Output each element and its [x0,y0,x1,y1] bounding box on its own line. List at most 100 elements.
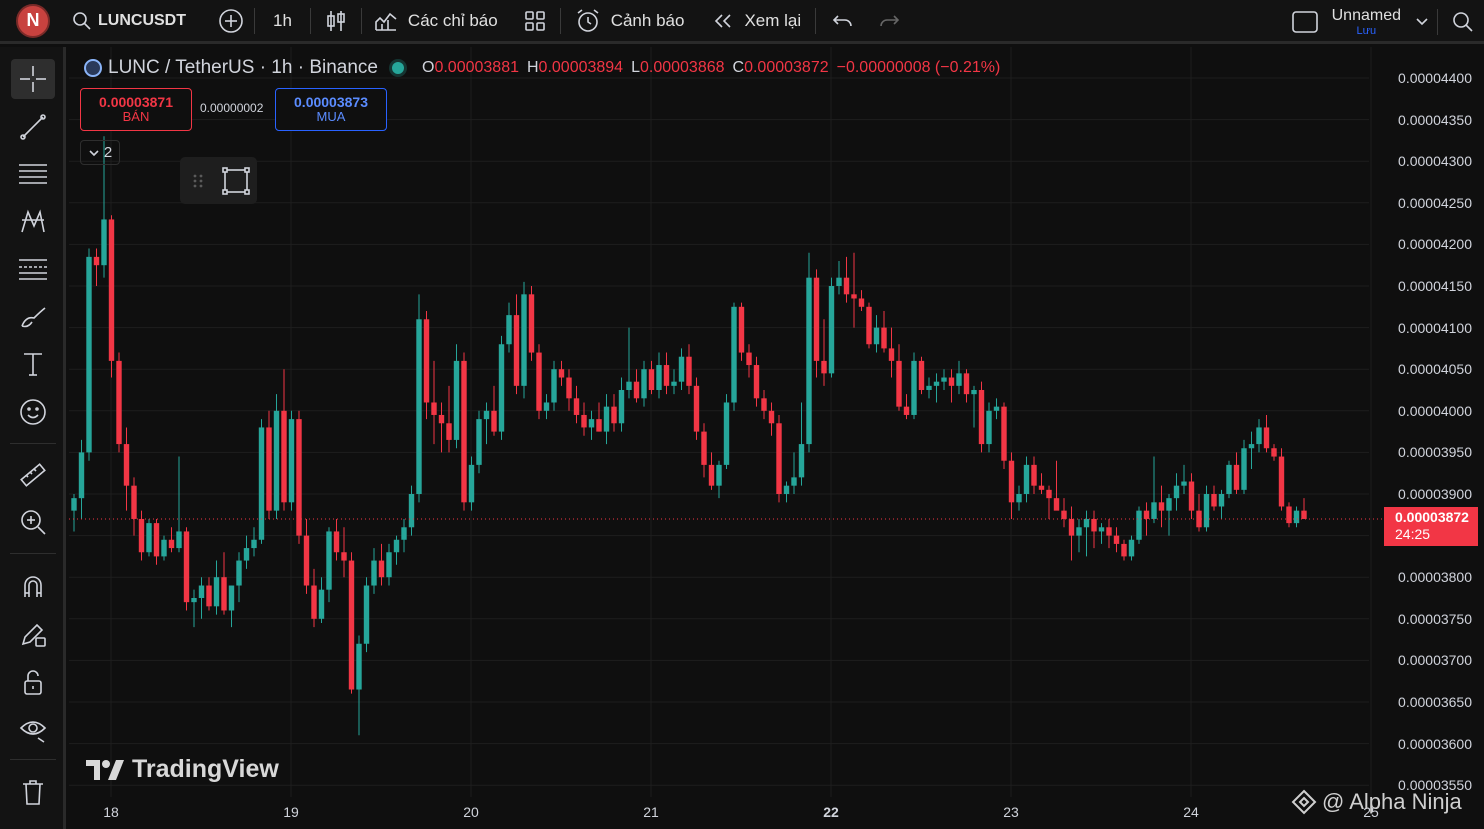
candle-body [393,539,400,553]
indicators-collapse-button[interactable]: 2 [80,140,120,165]
candle-body [543,402,550,411]
delete-drawings-tool[interactable] [11,772,55,812]
candle [588,410,595,440]
candle-body [273,410,280,511]
candle-body [948,377,955,386]
candle-body [1233,464,1240,490]
candle-body [611,406,617,424]
horizontal-lines-tool[interactable] [11,154,55,194]
magnet-tool[interactable] [11,566,55,606]
chart-type-button[interactable] [311,0,361,43]
candle [918,356,925,395]
parallel-lines-icon [19,164,47,184]
candle [446,385,452,453]
candle-body [731,306,737,403]
candle-body [986,410,992,445]
candle [888,327,895,378]
candle [1293,506,1300,528]
candle [146,518,152,557]
candle-body [363,585,370,644]
compare-button[interactable] [208,0,254,43]
pattern-icon [21,209,45,233]
candle-body [783,485,790,494]
interval-button[interactable]: 1h [255,0,310,43]
measure-tool[interactable] [11,455,55,495]
candle [558,360,565,386]
candle-body [641,369,647,399]
candle-body [633,381,640,399]
chart-pane[interactable] [69,47,1484,829]
candle [746,344,752,378]
candle [468,456,475,511]
candle [191,589,197,628]
stay-in-drawing-mode-tool[interactable] [11,614,55,654]
layout-toggle-button[interactable] [1288,0,1322,44]
drag-handle-icon[interactable] [188,171,208,191]
layout-name-button[interactable]: Unnamed Lưu [1332,7,1401,37]
hide-drawings-tool[interactable] [11,709,55,749]
chart-legend: LUNC / TetherUS · 1h · Binance O 0.000038… [84,57,1000,79]
candle [1076,518,1082,553]
toolbar-divider [10,443,56,444]
candle [701,423,707,478]
candle [963,369,970,403]
candle-body [686,356,692,386]
fibonacci-tool[interactable] [11,249,55,289]
pattern-tool[interactable] [11,201,55,241]
candle [686,344,692,395]
lock-drawings-tool[interactable] [11,662,55,702]
candle-body [491,410,497,432]
candle-body [761,398,767,411]
emoji-tool[interactable] [11,392,55,432]
candle-body [821,360,827,374]
price-scale-label: 0.00004200 [1398,236,1472,253]
candle-body [926,385,932,390]
trend-line-tool[interactable] [11,107,55,147]
zoom-tool[interactable] [11,502,55,542]
time-scale-label: 18 [103,804,119,820]
candle [266,410,272,519]
user-avatar[interactable]: N [16,3,50,38]
candle [671,369,677,395]
brush-tool[interactable] [11,297,55,337]
sell-button[interactable]: 0.00003871 BÁN [80,88,192,131]
rectangle-select-icon[interactable] [220,165,252,197]
candle-body [671,381,677,386]
legend-title[interactable]: LUNC / TetherUS · 1h · Binance [108,57,378,78]
candlestick-chart[interactable] [69,47,1484,829]
candle-body [191,598,197,603]
market-open-icon [392,62,404,74]
buy-button[interactable]: 0.00003873 MUA [275,88,387,131]
replay-button[interactable]: Xem lại [698,0,815,43]
candle [1113,527,1120,553]
candle-body [1188,481,1195,511]
layouts-button[interactable] [510,0,560,43]
quick-search-button[interactable] [1438,0,1484,44]
binance-diamond-icon [1291,789,1317,815]
candle [543,394,550,420]
candle-body [663,365,670,386]
candle [596,402,602,432]
candle [731,302,737,411]
candle-body [438,414,445,424]
symbol-search-button[interactable]: LUNCUSDT [72,0,208,43]
crosshair-tool[interactable] [11,59,55,99]
candle [228,585,235,628]
candle [1158,485,1165,528]
redo-button[interactable] [866,0,912,43]
candle [1098,523,1105,544]
indicators-button[interactable]: Các chỉ báo [362,0,510,43]
candle-body [318,589,325,619]
candle-body [1038,485,1045,490]
text-tool[interactable] [11,344,55,384]
time-scale-label: 21 [643,804,659,820]
alerts-button[interactable]: Cảnh báo [561,0,699,43]
square-icon [1291,11,1318,33]
time-scale-label: 25 [1363,804,1379,820]
candle-body [266,427,272,511]
candle [1271,444,1277,461]
candle-body [1098,527,1105,532]
candle [1188,473,1195,519]
undo-button[interactable] [816,0,866,43]
layout-menu-button[interactable] [1407,0,1437,44]
